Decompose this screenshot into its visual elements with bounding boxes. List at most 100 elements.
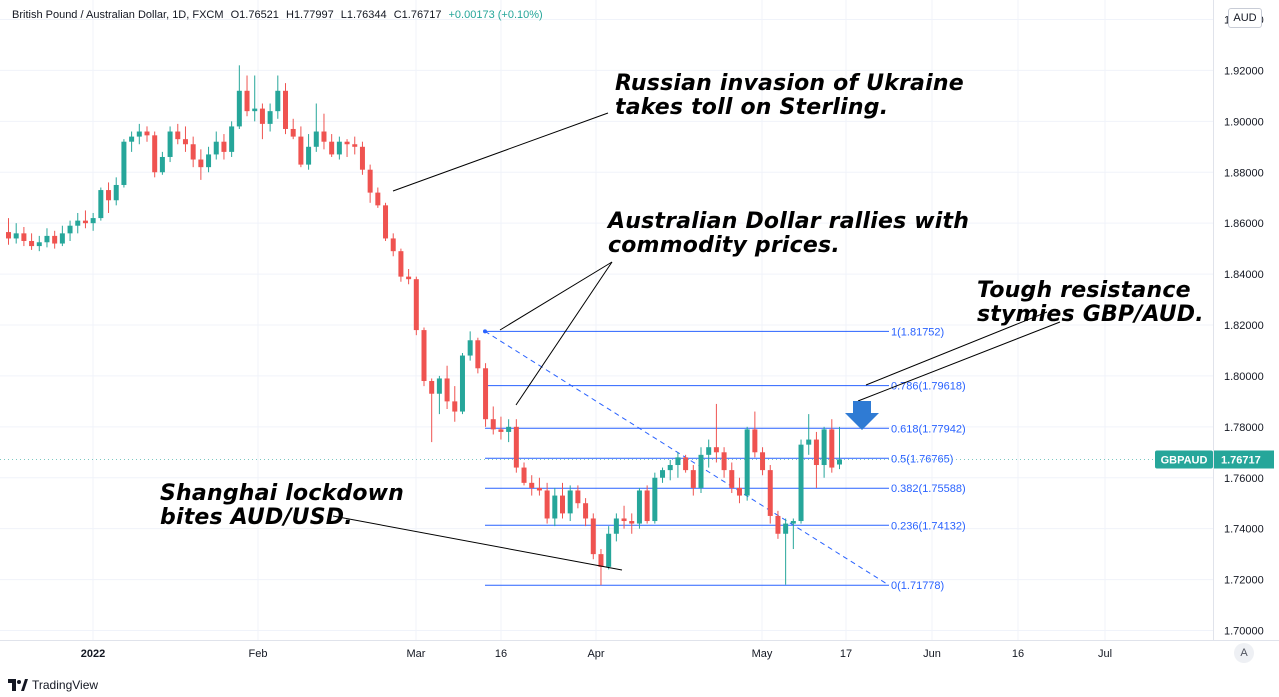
candle-body	[452, 401, 458, 412]
candle	[6, 218, 11, 245]
candle	[44, 228, 50, 248]
candle	[59, 225, 65, 247]
candle	[529, 475, 535, 496]
candle	[106, 182, 112, 213]
candle-body	[513, 426, 519, 468]
candle-body	[752, 429, 758, 453]
candle-body	[829, 429, 835, 468]
candle	[598, 549, 604, 586]
candle	[490, 406, 496, 435]
candle	[452, 386, 458, 422]
candle-body	[290, 128, 296, 137]
candle	[21, 226, 27, 247]
fibonacci-retracement[interactable]: 1(1.81752) 0.786(1.79618) 0.618(1.77942) 0.…	[483, 326, 966, 592]
candle	[467, 331, 473, 361]
annotation-line: Tough resistance	[977, 278, 1191, 303]
candle	[82, 210, 88, 229]
candle	[406, 268, 412, 285]
candle-body	[660, 470, 666, 478]
candle-body	[498, 429, 504, 432]
candle-body	[521, 467, 527, 483]
candle	[75, 212, 81, 234]
candle	[636, 487, 642, 529]
candle-body	[283, 90, 288, 129]
time-axis[interactable]: 2022 Feb Mar 16 Apr May 17 Jun 16 Jul	[81, 648, 1112, 660]
price-tick-label: 1.70000	[1224, 626, 1264, 638]
high-value: 1.77997	[293, 9, 334, 21]
annotation-line: Shanghai lockdown	[160, 481, 404, 506]
candle-body	[729, 470, 735, 488]
high-label: H	[285, 9, 294, 21]
time-tick-label: May	[752, 648, 773, 660]
candle-body	[483, 368, 489, 420]
candle-body	[721, 452, 727, 471]
candle	[129, 131, 135, 152]
candle-body	[390, 238, 396, 252]
candle-body	[667, 465, 673, 471]
time-tick-label: Mar	[407, 648, 426, 660]
candle-body	[606, 533, 612, 567]
time-tick-label: 16	[1012, 648, 1024, 660]
candle-body	[798, 444, 804, 522]
candle	[29, 233, 35, 250]
candle	[706, 439, 712, 468]
candle-body	[267, 111, 273, 124]
candle-body	[206, 154, 212, 168]
candle-body	[344, 141, 350, 145]
candle-body	[767, 470, 773, 516]
candle	[498, 416, 504, 440]
candle-body	[36, 242, 42, 247]
candle	[621, 505, 627, 529]
candle	[436, 375, 442, 415]
candle-body	[736, 487, 742, 496]
price-tick-label: 1.74000	[1224, 524, 1264, 536]
candle	[821, 426, 827, 478]
candle-body	[444, 378, 450, 402]
auto-scale-button[interactable]: A	[1234, 643, 1254, 663]
candle-body	[490, 419, 496, 430]
last-price-marker: GBPAUD 1.76717	[0, 450, 1274, 469]
time-tick-label: Jul	[1098, 648, 1112, 660]
candle-body	[690, 470, 696, 488]
candle	[552, 487, 558, 527]
candle-body	[13, 233, 19, 239]
candle	[236, 65, 242, 129]
candle	[359, 141, 365, 175]
currency-button[interactable]: AUD	[1228, 8, 1262, 28]
candle-body	[613, 518, 619, 534]
candle-body	[790, 521, 796, 524]
candle	[275, 75, 281, 119]
annotation-text: Russian invasion of Ukraine takes toll on…	[615, 71, 964, 120]
candle-body	[275, 90, 281, 112]
candle	[690, 465, 696, 496]
annotation-line: Australian Dollar rallies with	[606, 209, 969, 234]
candle-body	[536, 487, 542, 491]
candles	[6, 65, 842, 586]
candle-body	[213, 141, 219, 155]
candle	[744, 426, 750, 501]
close-label: C	[393, 9, 402, 21]
close-value: 1.76717	[401, 9, 442, 21]
candle	[752, 411, 758, 458]
candle	[390, 233, 396, 257]
candle-body	[821, 429, 827, 466]
annotation-pointer	[499, 261, 613, 331]
candle-body	[475, 340, 481, 369]
candle	[329, 134, 335, 157]
candle	[506, 419, 512, 443]
candle-body	[383, 205, 389, 239]
time-tick-label: 17	[840, 648, 852, 660]
open-label: O	[230, 9, 240, 21]
annotation-pointer	[392, 112, 609, 192]
candle-body	[706, 447, 712, 455]
fib-level-label: 0.236(1.74132)	[891, 520, 966, 532]
candle	[629, 513, 635, 534]
symbol-description: British Pound / Australian Dollar, 1D, F…	[12, 9, 224, 21]
price-axis[interactable]: 1.70000 1.72000 1.74000 1.76000 1.78000 1.800…	[1224, 15, 1264, 638]
candle-body	[44, 235, 50, 243]
annotation-pointer	[865, 311, 1048, 386]
candle	[444, 365, 450, 410]
candle-body	[82, 220, 88, 224]
candle	[483, 363, 489, 427]
